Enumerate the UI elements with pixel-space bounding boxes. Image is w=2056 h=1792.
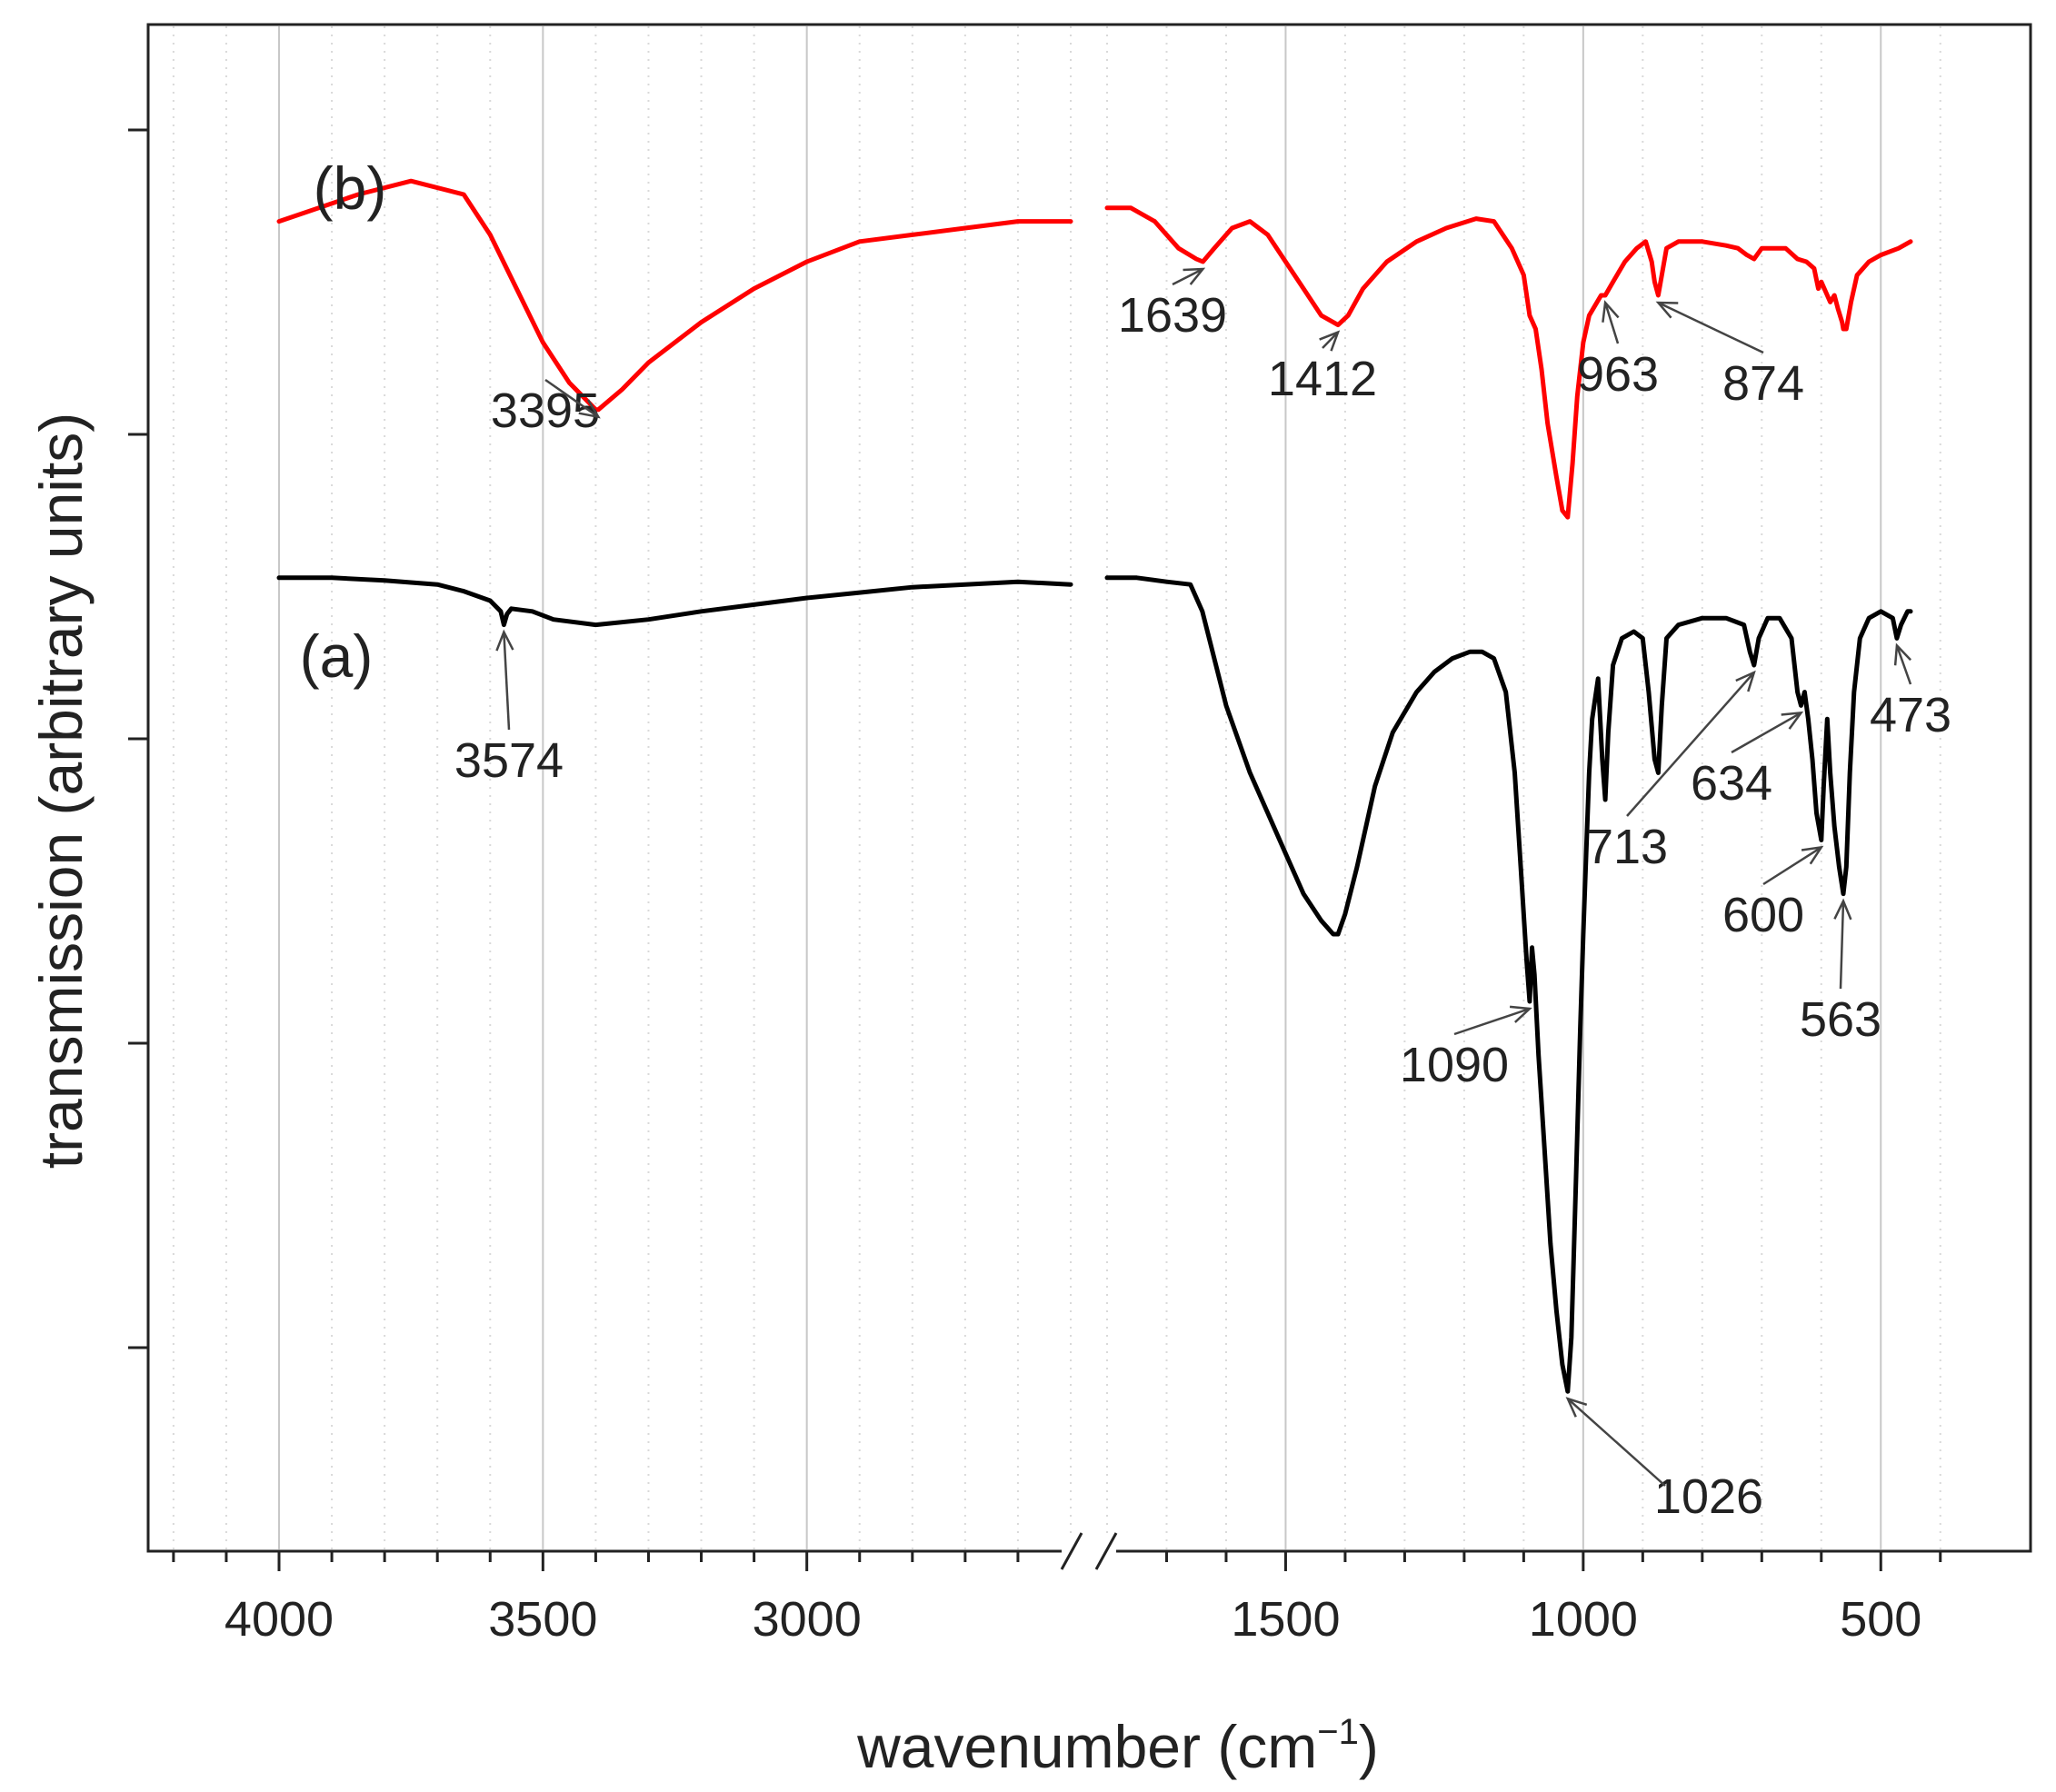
x-axis-title: wavenumber (cm−1) (856, 1712, 1379, 1780)
peak-arrow (1172, 267, 1203, 286)
peak-label: 1639 (1118, 288, 1227, 343)
peak-label: 874 (1722, 356, 1804, 411)
peak-label: 1026 (1654, 1469, 1763, 1524)
peak-arrowhead (1801, 845, 1824, 865)
x-axis-title-main: wavenumber (cm (856, 1713, 1317, 1780)
y-axis-title: transmission (arbitrary units) (27, 413, 95, 1170)
peak-arrowhead (1602, 300, 1620, 323)
series-line-b (1104, 205, 1913, 520)
peak-arrow (1731, 712, 1802, 754)
annotation-layer: 3395 1639 1412 963 874 3574 1090 1026 713 634 600 5… (454, 267, 1951, 1524)
peak-arrow (544, 378, 600, 418)
peak-arrow (1895, 644, 1912, 685)
peak-label: 1090 (1400, 1038, 1509, 1092)
peak-label: 563 (1800, 992, 1881, 1047)
peak-arrow (1626, 672, 1755, 817)
peak-arrow (1566, 1398, 1666, 1487)
peak-arrowhead (578, 399, 601, 419)
peak-label: 3395 (491, 383, 600, 438)
peak-arrow (1453, 1007, 1531, 1036)
series-line-a (276, 575, 1073, 628)
x-tick-label: 1500 (1231, 1592, 1340, 1647)
peak-label: 600 (1722, 888, 1804, 942)
series-line-b (276, 178, 1073, 413)
peak-arrow (503, 632, 511, 731)
peak-label: 963 (1577, 347, 1659, 402)
x-axis-title-superscript: −1 (1317, 1712, 1359, 1752)
axis-break-mark (1094, 1532, 1118, 1570)
x-tick-label: 4000 (225, 1592, 334, 1647)
axis-break-gap (1062, 1533, 1116, 1569)
peak-arrow (1322, 331, 1339, 349)
peak-label: 473 (1870, 688, 1951, 742)
peak-arrowhead (1655, 301, 1679, 319)
x-tick-label: 3000 (753, 1592, 862, 1647)
series-label-a: (a) (300, 622, 374, 690)
x-tick-label: 500 (1840, 1592, 1921, 1647)
peak-arrowhead (1735, 670, 1756, 692)
series-line-a (1104, 575, 1913, 1394)
peak-arrowhead (1183, 267, 1206, 285)
peak-arrow (1762, 846, 1822, 886)
axis-layer: 4000 3500 3000 1500 1000 500 (128, 23, 2032, 1647)
peak-arrowhead (1565, 1397, 1588, 1418)
axis-break-mark (1060, 1532, 1083, 1570)
x-tick-label: 1000 (1529, 1592, 1638, 1647)
peak-arrowhead (495, 629, 514, 652)
series-label-b: (b) (314, 154, 387, 222)
peak-arrowhead (1319, 330, 1341, 352)
peak-arrowhead (1893, 642, 1911, 666)
grid (172, 26, 1941, 1549)
peak-arrowhead (1833, 898, 1852, 921)
peak-arrow (1603, 302, 1620, 344)
peak-label: 3574 (454, 733, 564, 788)
peak-arrow (1657, 301, 1764, 354)
peak-label: 1412 (1268, 352, 1377, 406)
peak-arrowhead (1781, 711, 1804, 730)
peak-arrow (1839, 901, 1845, 990)
x-tick-label: 3500 (488, 1592, 597, 1647)
x-axis-title-close: ) (1359, 1713, 1379, 1780)
series-layer: (b) (a) (276, 154, 1913, 1394)
peak-arrowhead (1509, 1005, 1532, 1023)
peak-label: 634 (1691, 756, 1772, 811)
peak-label: 713 (1586, 820, 1668, 874)
